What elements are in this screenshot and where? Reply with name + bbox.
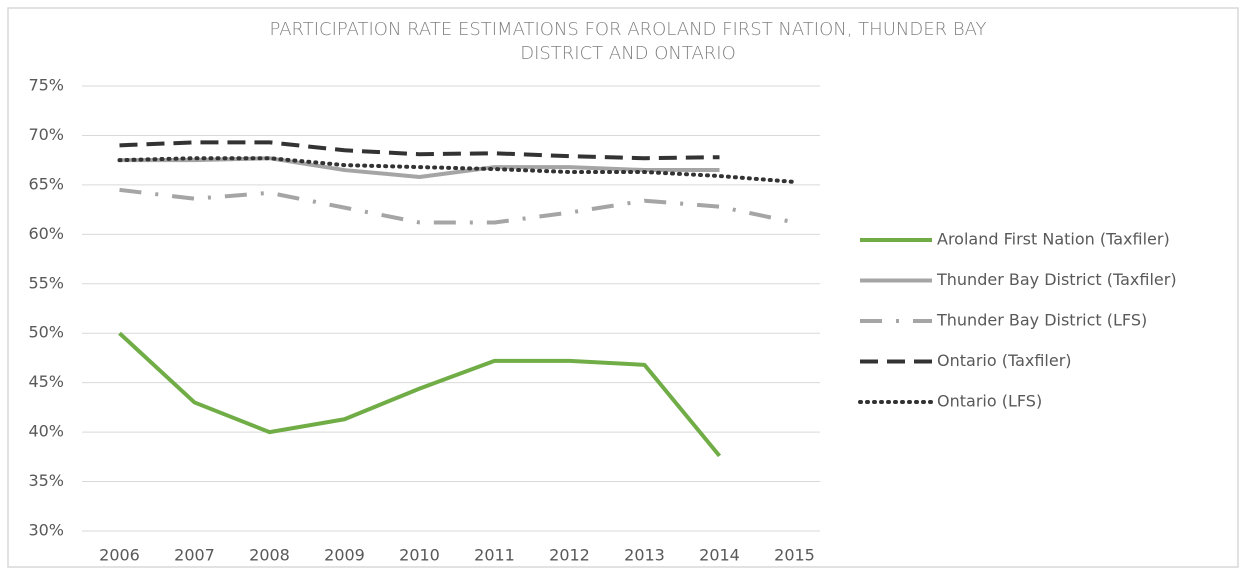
y-tick-label: 70%: [28, 125, 64, 144]
legend-label: Thunder Bay District (LFS): [936, 311, 1147, 330]
y-tick-label: 60%: [28, 224, 64, 243]
y-tick-label: 40%: [28, 422, 64, 441]
x-tick-label: 2006: [99, 546, 140, 565]
y-tick-label: 65%: [28, 174, 64, 193]
x-tick-label: 2012: [549, 546, 590, 565]
x-tick-label: 2013: [624, 546, 665, 565]
chart-title: PARTICIPATION RATE ESTIMATIONS FOR AROLA…: [269, 19, 987, 64]
chart-frame: [7, 7, 1239, 568]
x-tick-label: 2009: [324, 546, 365, 565]
x-tick-label: 2011: [474, 546, 515, 565]
legend-label: Aroland First Nation (Taxfiler): [937, 230, 1170, 249]
x-tick-label: 2007: [174, 546, 215, 565]
x-tick-label: 2015: [774, 546, 815, 565]
y-tick-label: 30%: [28, 521, 64, 540]
legend-label: Ontario (Taxfiler): [937, 351, 1072, 370]
y-tick-label: 55%: [28, 273, 64, 292]
series-line: [119, 187, 795, 225]
y-tick-label: 45%: [28, 372, 64, 391]
y-tick-label: 75%: [28, 76, 64, 95]
x-tick-label: 2014: [699, 546, 740, 565]
series-line: [118, 331, 722, 458]
legend-label: Ontario (LFS): [937, 392, 1042, 411]
series-line: [119, 140, 720, 161]
y-tick-label: 35%: [28, 471, 64, 490]
series-line: [117, 156, 797, 184]
y-tick-label: 50%: [28, 323, 64, 342]
legend-label: Thunder Bay District (Taxfiler): [936, 270, 1177, 289]
x-tick-label: 2010: [399, 546, 440, 565]
x-tick-label: 2008: [249, 546, 290, 565]
